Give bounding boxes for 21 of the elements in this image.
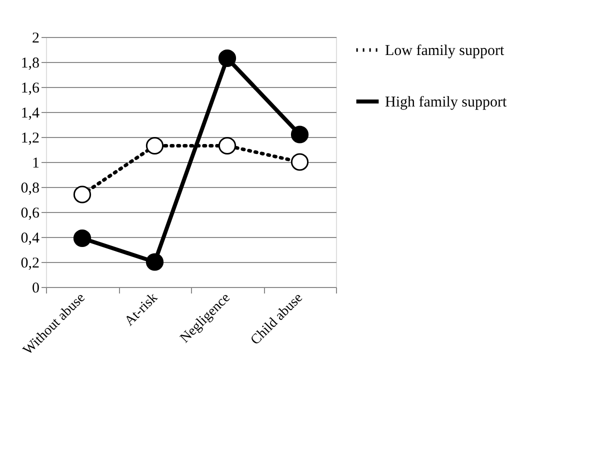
point [218,49,236,68]
y-tick-label: 1,8 [20,56,40,72]
point [73,186,92,204]
y-tick-label: 0 [32,280,40,296]
y-tick-label: 1,2 [20,130,40,146]
point [290,126,309,144]
y-tick-label: 2 [32,30,40,46]
y-tick-label: 0,4 [20,230,40,246]
point [73,229,92,248]
y-tick-label: 0,6 [20,206,40,222]
point [290,153,309,171]
y-tick-label: 1 [32,156,40,172]
legend-label: High family support [385,94,508,110]
y-tick-label: 0,8 [20,180,40,196]
y-tick-label: 1,6 [20,80,40,96]
point [218,136,236,155]
legend-label: Low family support [385,43,505,59]
point [146,253,164,271]
point [146,136,164,155]
y-tick-label: 1,4 [20,106,40,122]
y-tick-label: 0,2 [20,256,40,272]
